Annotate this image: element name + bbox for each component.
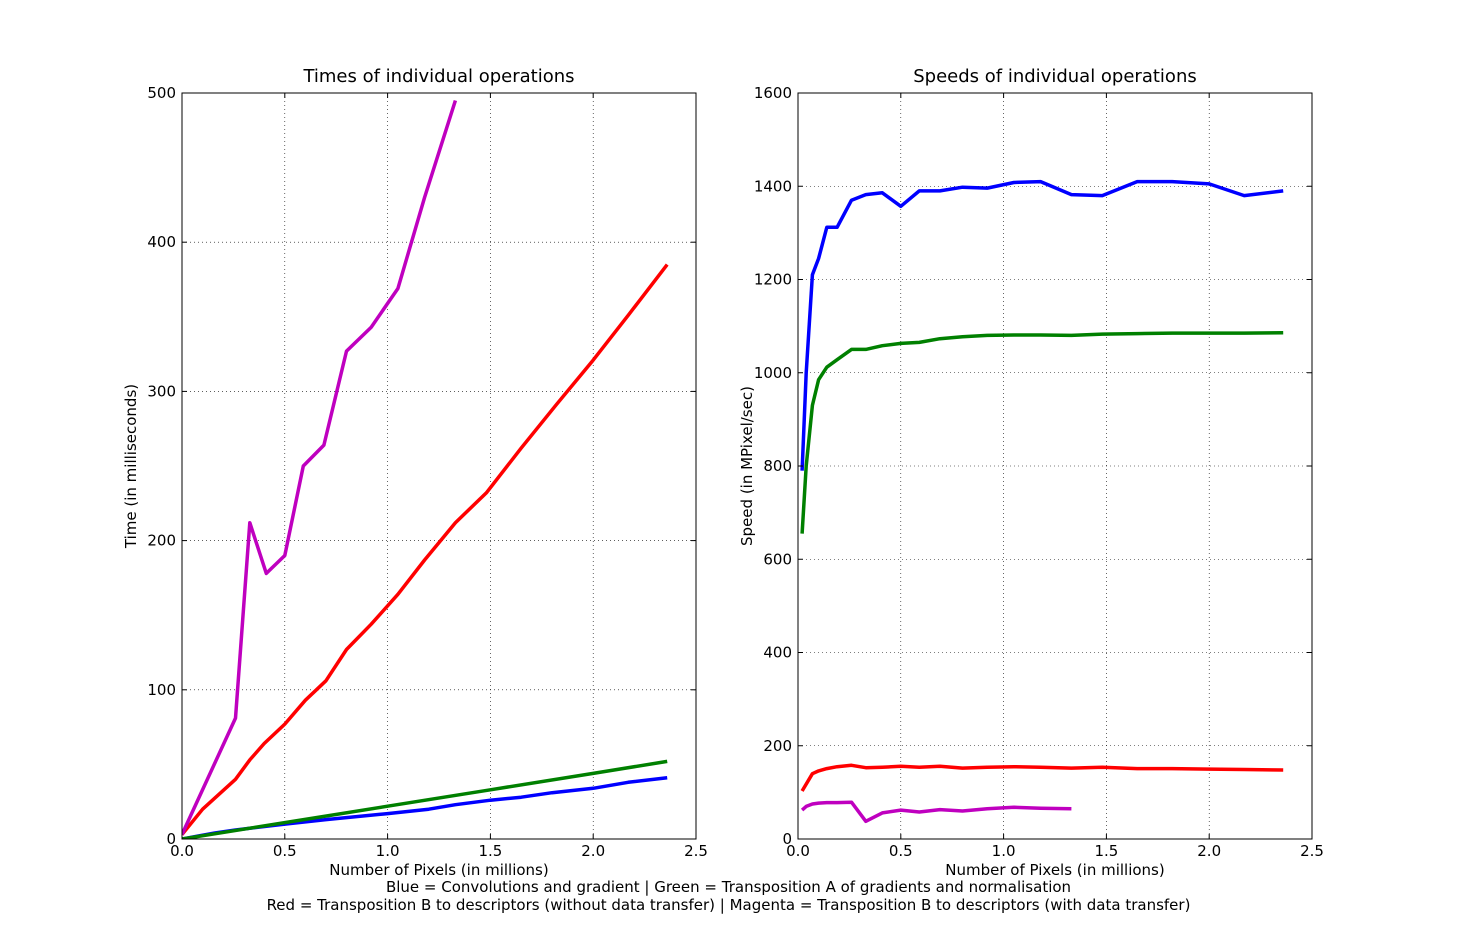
chart-1-y-tick-label: 200 xyxy=(147,532,176,550)
chart-2-x-tick-label: 1.5 xyxy=(1094,842,1118,860)
chart-1-y-tick-label: 500 xyxy=(147,84,176,102)
chart-1-y-tick-label: 0 xyxy=(166,830,176,848)
chart-2-y-tick-label: 600 xyxy=(763,550,792,568)
chart-2-y-tick-label: 200 xyxy=(763,737,792,755)
chart-2-x-tick-label: 0.0 xyxy=(786,842,810,860)
chart-2-y-tick-label: 0 xyxy=(782,830,792,848)
chart-2-x-tick-label: 0.5 xyxy=(889,842,913,860)
chart-2-series-2-line xyxy=(800,330,1284,534)
chart-1-y-axis-label: Time (in milliseconds) xyxy=(122,384,140,549)
chart-2: 0.0 0.5 1.0 1.5 2.0 2.5 0 200 400 600 800 1000 1200 1… xyxy=(738,66,1324,879)
chart-1-title: Times of individual operations xyxy=(302,66,574,87)
caption-line-2: Red = Transposition B to descriptors (wi… xyxy=(266,896,1191,914)
chart-1-series-1-line xyxy=(182,776,668,839)
chart-2-x-axis-label: Number of Pixels (in millions) xyxy=(945,861,1164,879)
chart-2-y-axis-label: Speed (in MPixel/sec) xyxy=(738,386,756,546)
chart-2-y-tick-label: 800 xyxy=(763,457,792,475)
chart-1-y-tick-label: 300 xyxy=(147,382,176,400)
chart-1-x-tick-label: 0.5 xyxy=(273,842,297,860)
chart-2-series-1-line xyxy=(800,179,1284,471)
chart-2-y-tick-label: 1200 xyxy=(754,271,792,289)
chart-2-y-tick-label: 1600 xyxy=(754,84,792,102)
chart-1-series-3-line xyxy=(182,263,669,836)
chart-2-y-tick-label: 1400 xyxy=(754,177,792,195)
chart-1-x-tick-label: 2.5 xyxy=(684,842,708,860)
chart-1-x-tick-label: 1.5 xyxy=(478,842,502,860)
caption-line-1: Blue = Convolutions and gradient | Green… xyxy=(385,878,1072,896)
chart-2-x-tick-label: 2.0 xyxy=(1197,842,1221,860)
chart-2-x-tick-label: 2.5 xyxy=(1300,842,1324,860)
chart-1-x-axis-label: Number of Pixels (in millions) xyxy=(329,861,548,879)
chart-1-frame xyxy=(181,92,697,840)
chart-1-y-tick-label: 100 xyxy=(147,681,176,699)
chart-1-x-tick-label: 1.0 xyxy=(376,842,400,860)
chart-2-y-tick-label: 400 xyxy=(763,644,792,662)
chart-1-x-tick-label: 0.0 xyxy=(170,842,194,860)
chart-1-series-2-line xyxy=(182,759,668,839)
chart-2-x-tick-label: 1.0 xyxy=(992,842,1016,860)
chart-2-series-4-line xyxy=(800,800,1072,824)
chart-1-series-4-line xyxy=(182,99,458,836)
chart-1: 0.0 0.5 1.0 1.5 2.0 2.5 0 100 200 300 400 500 Times … xyxy=(122,66,708,879)
chart-2-series-3-line xyxy=(800,763,1284,792)
chart-2-title: Speeds of individual operations xyxy=(913,66,1196,87)
chart-2-y-tick-label: 1000 xyxy=(754,364,792,382)
chart-1-x-tick-label: 2.0 xyxy=(581,842,605,860)
chart-1-y-tick-label: 400 xyxy=(147,233,176,251)
